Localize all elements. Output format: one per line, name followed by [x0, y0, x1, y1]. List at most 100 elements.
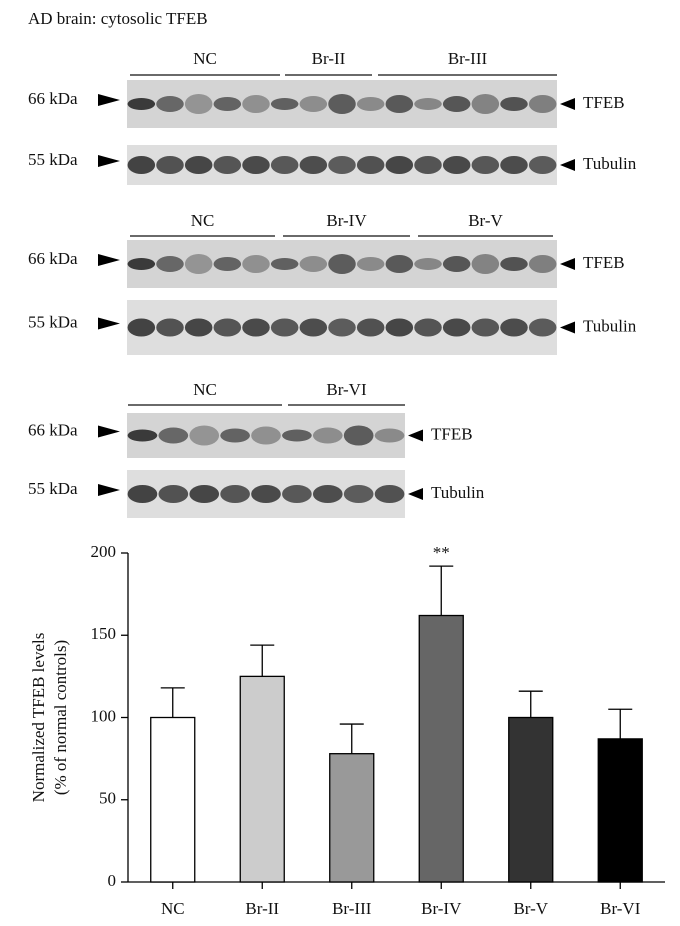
band [471, 254, 500, 274]
figure-title: AD brain: cytosolic TFEB [28, 9, 208, 28]
band [312, 427, 343, 444]
group-label: Br-IV [326, 211, 367, 230]
band [184, 254, 213, 274]
band [374, 485, 405, 503]
y-tick-label: 200 [91, 542, 117, 561]
band [414, 98, 442, 110]
band [127, 258, 156, 270]
band [242, 156, 270, 174]
band [184, 94, 213, 114]
band [184, 156, 213, 174]
band [251, 426, 281, 445]
y-axis-label: Normalized TFEB levels [29, 633, 48, 803]
band [270, 318, 299, 337]
band [220, 428, 250, 443]
band [156, 156, 184, 174]
band [127, 318, 156, 337]
protein-label: Tubulin [431, 483, 485, 502]
band [282, 485, 312, 503]
band [251, 485, 281, 503]
band [356, 318, 385, 337]
band [156, 256, 184, 272]
marker-label: 55 kDa [28, 312, 78, 331]
bar [418, 614, 464, 883]
band [356, 97, 385, 111]
band [242, 95, 270, 113]
band [299, 96, 328, 112]
protein-arrow [560, 159, 575, 171]
band [270, 156, 299, 174]
band [299, 318, 328, 337]
band [528, 95, 557, 113]
significance: ** [433, 543, 450, 562]
band [282, 429, 312, 442]
bar [329, 753, 375, 883]
y-tick-label: 150 [91, 624, 117, 643]
band [312, 485, 343, 503]
band [385, 156, 414, 174]
band [442, 96, 471, 112]
protein-arrow [560, 258, 575, 270]
band [213, 97, 242, 111]
group-label: NC [191, 211, 215, 230]
x-tick-label: Br-III [332, 899, 372, 918]
error-bar [518, 690, 543, 718]
band [189, 485, 220, 503]
protein-label: Tubulin [583, 316, 637, 335]
band [385, 255, 414, 273]
error-bar [160, 687, 185, 718]
band [385, 95, 414, 113]
x-tick-label: NC [161, 899, 185, 918]
band [356, 257, 385, 271]
band [471, 318, 500, 337]
band [270, 258, 299, 270]
group-label: Br-II [312, 49, 346, 68]
protein-arrow [560, 98, 575, 110]
y-tick-label: 0 [108, 871, 117, 890]
marker-arrow [98, 425, 120, 438]
group-label: Br-III [448, 49, 488, 68]
marker-arrow [98, 484, 120, 496]
band [156, 96, 184, 112]
marker-label: 66 kDa [28, 420, 78, 439]
protein-arrow [408, 429, 423, 442]
band [385, 318, 414, 337]
band [220, 485, 250, 503]
band [328, 254, 356, 274]
band [299, 156, 328, 174]
band [156, 318, 184, 337]
band [500, 97, 528, 111]
x-tick-label: Br-II [245, 899, 279, 918]
band [328, 156, 356, 174]
group-label: NC [193, 380, 217, 399]
error-bar [339, 723, 364, 754]
x-tick-label: Br-V [513, 899, 548, 918]
marker-label: 66 kDa [28, 249, 78, 268]
band [242, 318, 270, 337]
band [374, 428, 405, 443]
marker-arrow [98, 254, 120, 266]
protein-label: Tubulin [583, 154, 637, 173]
band [471, 94, 500, 114]
marker-arrow [98, 155, 120, 167]
band [213, 318, 242, 337]
band [442, 318, 471, 337]
band [343, 425, 374, 446]
bar [597, 738, 643, 883]
marker-arrow [98, 94, 120, 106]
band [184, 318, 213, 337]
group-label: NC [193, 49, 217, 68]
band [356, 156, 385, 174]
y-tick-label: 100 [91, 706, 117, 725]
band [158, 427, 189, 444]
band [414, 156, 442, 174]
band [442, 156, 471, 174]
band [442, 256, 471, 272]
y-tick-label: 50 [99, 789, 116, 808]
group-label: Br-V [468, 211, 503, 230]
bar [508, 716, 554, 883]
band [213, 257, 242, 271]
error-bar [608, 708, 633, 739]
bar [239, 675, 285, 883]
